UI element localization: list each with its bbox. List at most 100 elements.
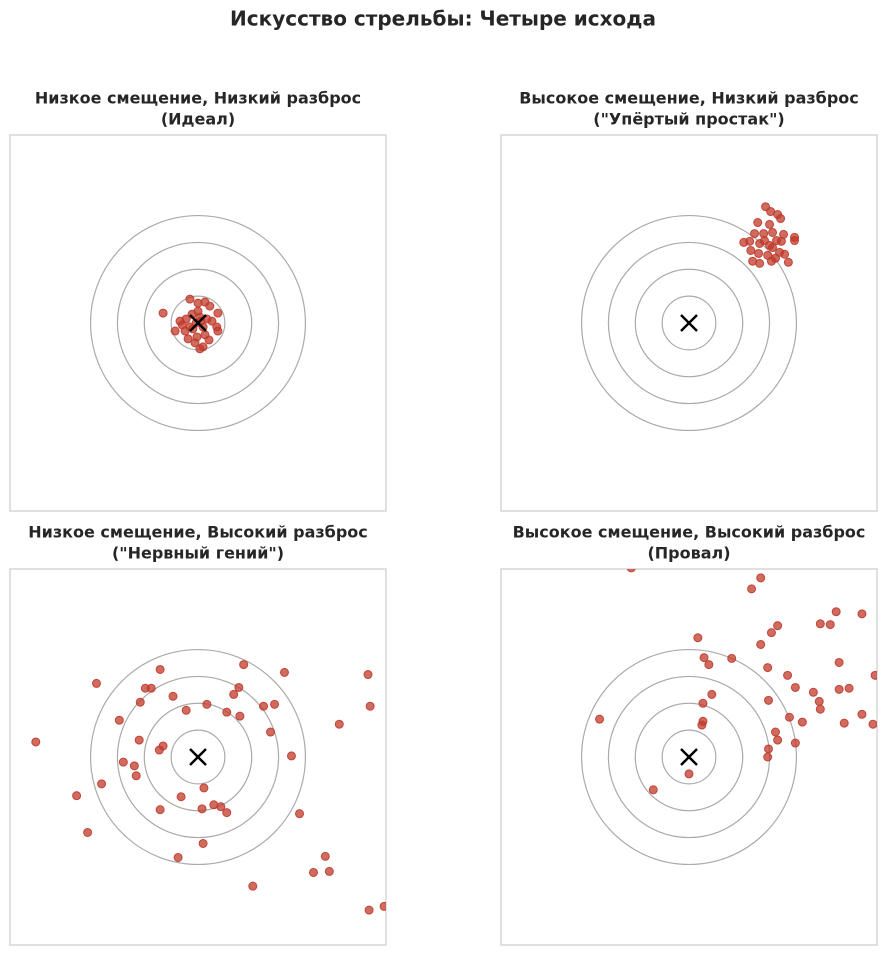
shot-point <box>170 326 180 336</box>
target-center <box>189 748 207 766</box>
target-cross <box>680 748 698 766</box>
shot-point <box>213 308 223 318</box>
shot-point <box>364 905 374 915</box>
shot-point <box>173 852 183 862</box>
shot-point <box>756 639 766 649</box>
shot-point <box>759 236 769 246</box>
shot-point <box>129 761 139 771</box>
target-ring <box>580 648 798 866</box>
shot-point <box>365 701 375 711</box>
shot-point <box>308 867 318 877</box>
shot-point <box>745 236 755 246</box>
shot-point <box>768 243 778 253</box>
shot-point <box>146 683 156 693</box>
shot-point <box>379 901 386 911</box>
target-ring <box>89 648 307 866</box>
panel-title: Высокое смещение, Высокий разброс <box>513 523 866 542</box>
target-ring <box>89 214 307 432</box>
target-center <box>189 314 207 332</box>
shot-point <box>235 711 245 721</box>
shot-point <box>266 727 276 737</box>
target-ring <box>634 268 744 378</box>
shot-point <box>200 330 210 340</box>
shot-point <box>834 657 844 667</box>
shot-point <box>707 689 717 699</box>
shot-point <box>185 294 195 304</box>
shot-point <box>259 701 269 711</box>
target-center <box>680 748 698 766</box>
shot-point <box>763 695 773 705</box>
shot-point <box>31 737 41 747</box>
shot-point <box>216 802 226 812</box>
shot-point <box>784 712 794 722</box>
shot-point <box>763 663 773 673</box>
shot-point <box>239 660 249 670</box>
shot-point <box>295 809 305 819</box>
shot-point <box>595 714 605 724</box>
target-ring <box>143 268 253 378</box>
shot-point <box>814 696 824 706</box>
shot-point <box>72 791 82 801</box>
shot-point <box>790 236 800 246</box>
shot-point <box>286 751 296 761</box>
shot-point <box>118 757 128 767</box>
panel-title: ("Нервный гений") <box>112 544 284 563</box>
target-ring <box>116 675 280 839</box>
shot-point <box>770 727 780 737</box>
panel-plot <box>89 214 307 432</box>
shot-point <box>772 236 782 246</box>
shot-point <box>870 670 877 680</box>
shot-point <box>815 619 825 629</box>
shot-point <box>763 752 773 762</box>
shot-point <box>699 653 709 663</box>
target-cross <box>189 314 207 332</box>
shot-point <box>183 334 193 344</box>
shot-point <box>222 808 232 818</box>
shot-point <box>197 804 207 814</box>
shot-point <box>768 227 778 237</box>
figure-title: Искусство стрельбы: Четыре исхода <box>230 7 656 31</box>
panel-plot <box>580 569 877 866</box>
shot-point <box>234 682 244 692</box>
shot-point <box>270 699 280 709</box>
target-center <box>680 314 698 332</box>
shot-point <box>808 687 818 697</box>
shot-point <box>775 247 785 257</box>
shot-point <box>626 569 636 573</box>
shot-point <box>168 691 178 701</box>
shot-point <box>857 709 867 719</box>
shot-point <box>155 805 165 815</box>
target-ring <box>661 295 717 351</box>
panel-title: ("Упёртый простак") <box>593 110 784 129</box>
shot-point <box>727 653 737 663</box>
shot-point <box>135 697 145 707</box>
shot-point <box>844 683 854 693</box>
shot-point <box>766 256 776 266</box>
shot-point <box>755 258 765 268</box>
shot-point <box>766 628 776 638</box>
shot-point <box>825 620 835 630</box>
panel-plot <box>31 648 386 915</box>
shot-point <box>207 316 217 326</box>
shot-point <box>697 720 707 730</box>
shot-point <box>704 660 714 670</box>
panel-title: (Провал) <box>647 544 730 563</box>
shot-point <box>176 792 186 802</box>
target-ring <box>116 241 280 405</box>
shot-point <box>229 689 239 699</box>
panel-plot <box>580 202 800 432</box>
shot-point <box>831 607 841 617</box>
shot-point <box>797 717 807 727</box>
target-cross <box>189 748 207 766</box>
shot-point <box>199 783 209 793</box>
shot-point <box>177 320 187 330</box>
shot-point <box>834 684 844 694</box>
shot-point <box>756 573 766 583</box>
shot-point <box>783 670 793 680</box>
shot-point <box>83 827 93 837</box>
shot-point <box>114 715 124 725</box>
panel-title: Низкое смещение, Высокий разброс <box>28 523 368 542</box>
shot-point <box>763 744 773 754</box>
shot-point <box>648 785 658 795</box>
shot-point <box>790 682 800 692</box>
